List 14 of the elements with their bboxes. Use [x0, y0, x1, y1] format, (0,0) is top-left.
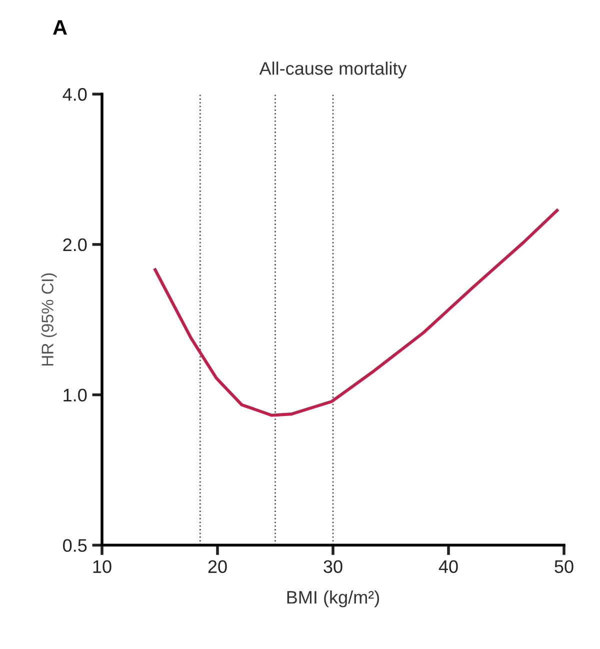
- chart-title: All-cause mortality: [259, 62, 407, 78]
- x-axis-title: BMI (kg/m²): [287, 590, 380, 608]
- line-series: [154, 208, 559, 417]
- y-tick-label: 1.0: [64, 388, 87, 402]
- y-tick-label: 2.0: [63, 238, 87, 252]
- x-tick-label: 10: [93, 560, 112, 574]
- y-axis-title: HR (95% CI): [41, 273, 57, 366]
- y-tick-label: 4.0: [62, 88, 87, 101]
- y-tick-label: 0.5: [63, 539, 87, 552]
- text: A: [52, 20, 67, 35]
- x-tick-label: 30: [324, 560, 342, 574]
- x-tick-label: 40: [438, 560, 458, 574]
- x-tick-label: 20: [208, 560, 227, 574]
- x-tick-label: 50: [554, 560, 574, 574]
